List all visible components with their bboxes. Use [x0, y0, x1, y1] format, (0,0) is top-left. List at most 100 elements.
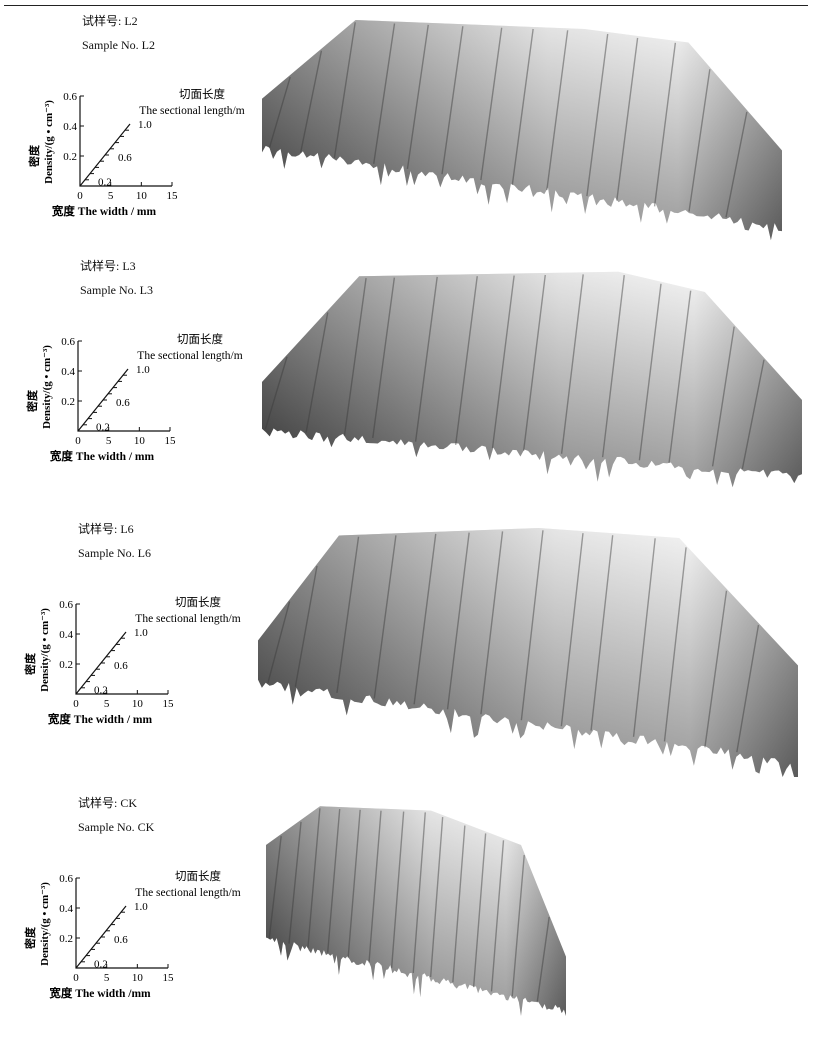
density-surface [266, 806, 566, 1016]
z-axis-label-cn: 切面长度 [175, 595, 221, 609]
y-tick-label: 0.4 [59, 629, 73, 641]
surface-ridge [268, 836, 282, 939]
y-tick-label: 0.2 [61, 396, 75, 408]
x-tick-label: 0 [75, 435, 81, 447]
surface-ridge [307, 808, 321, 949]
chart-panel: 试样号: CK Sample No. CK 0.6 0.4 0.2 0 5 10 15 1.0 0.… [0, 792, 818, 1042]
z-tick-label: 0.2 [98, 177, 112, 189]
y-axis-label-en: Density/(g • cm⁻³) [39, 882, 51, 966]
y-axis-label-en: Density/(g • cm⁻³) [43, 100, 55, 184]
chart-panel: 试样号: L6 Sample No. L6 0.6 0.4 0.2 0 5 10 15 1.0 0.… [0, 518, 818, 777]
surface-ridge [373, 23, 396, 164]
surface-ridge [305, 312, 329, 433]
z-tick-label: 1.0 [136, 364, 150, 376]
surface-ridge [413, 533, 437, 705]
x-tick-label: 10 [132, 698, 144, 710]
surface-ridge [368, 810, 382, 963]
y-axis-label-en: Density/(g • cm⁻³) [41, 345, 53, 429]
z-tick-label: 0.2 [94, 959, 108, 971]
y-axis-label-cn: 密度 [25, 389, 39, 412]
surface-ridge [472, 833, 487, 988]
surface-ridge [560, 274, 584, 454]
surface-ridge [663, 547, 687, 742]
x-tick-label: 0 [73, 972, 79, 984]
surface-ridge [601, 275, 625, 458]
z-tick-label: 0.2 [94, 685, 108, 697]
sample-label-en: Sample No. L2 [82, 38, 155, 52]
x-tick-label: 15 [163, 698, 175, 710]
z-axis-label-cn: 切面长度 [179, 87, 225, 101]
surface-ridge [267, 601, 291, 683]
x-tick-label: 0 [77, 190, 83, 202]
x-axis-label: 宽度 The width / mm [51, 204, 157, 218]
surface-ridge [414, 276, 438, 442]
surface-ridge [668, 290, 692, 463]
y-axis-label-cn: 密度 [27, 144, 41, 167]
y-axis-label-cn: 密度 [23, 652, 37, 675]
surface-ridge [264, 356, 288, 430]
surface-ridge [736, 624, 760, 753]
z-tick-label: 0.2 [96, 422, 110, 434]
axis-diagram: 0.6 0.4 0.2 0 5 10 15 1.0 0.6 0.2 密度 Density/(g • c… [23, 869, 241, 1000]
surface-ridge [546, 30, 569, 191]
surface-ridge [511, 854, 525, 997]
axis-diagram: 0.6 0.4 0.2 0 5 10 15 1.0 0.6 0.2 密度 Density/(g • c… [25, 332, 243, 463]
surface-ridge [653, 42, 677, 207]
z-tick-label: 1.0 [138, 119, 152, 131]
y-axis-label-cn: 密度 [23, 926, 37, 949]
sample-label-cn: 试样号: L2 [82, 14, 138, 28]
x-tick-label: 0 [73, 698, 79, 710]
sample-label-en: Sample No. CK [78, 820, 155, 834]
surface-ridge [616, 37, 639, 201]
surface-ridge [632, 538, 656, 737]
surface-ridge [688, 69, 711, 212]
sample-label-cn: 试样号: L3 [80, 259, 136, 273]
surface-ridge [333, 22, 356, 158]
y-tick-label: 0.4 [61, 366, 75, 378]
z-tick-label: 0.6 [114, 934, 128, 946]
surface-ridge [441, 26, 464, 175]
surface-ridge [704, 590, 728, 748]
surface-ridge [326, 809, 341, 953]
sample-label-cn: 试样号: L6 [78, 522, 134, 536]
surface-ridge [480, 531, 504, 715]
surface-ridge [347, 809, 361, 958]
surface-ridge [741, 359, 765, 469]
y-axis-label-en: Density/(g • cm⁻³) [39, 608, 51, 692]
x-axis-label: 宽度 The width / mm [49, 449, 155, 463]
surface-ridge [586, 33, 609, 197]
z-tick-label: 1.0 [134, 901, 148, 913]
surface-ridge [711, 326, 735, 467]
z-tick-label: 1.0 [134, 627, 148, 639]
surface-ridge [560, 533, 584, 727]
x-tick-label: 15 [167, 190, 179, 202]
z-tick-label: 0.6 [118, 152, 132, 164]
surface-ridge [429, 816, 444, 978]
surface-ridge [336, 536, 360, 693]
z-axis-label-en: The sectional length/m [135, 887, 240, 899]
surface-ridge [299, 50, 323, 153]
axis-diagram: 0.6 0.4 0.2 0 5 10 15 1.0 0.6 0.2 密度 Density/(g • c… [23, 595, 241, 726]
surface-ridge [373, 535, 397, 699]
surface-shading [258, 528, 798, 777]
z-axis-label-en: The sectional length/m [135, 613, 240, 625]
y-tick-label: 0.6 [59, 873, 73, 885]
z-tick-label: 0.6 [116, 397, 130, 409]
density-surface [262, 271, 802, 488]
x-tick-label: 10 [136, 190, 148, 202]
surface-ridge [372, 277, 396, 439]
x-tick-label: 5 [106, 435, 112, 447]
surface-ridge [406, 24, 429, 170]
sample-label-en: Sample No. L3 [80, 283, 153, 297]
surface-shading [266, 806, 566, 1016]
surface-ridge [452, 825, 466, 983]
surface-ridge [390, 811, 405, 968]
surface-ridge [490, 840, 505, 992]
surface-ridge [590, 535, 614, 731]
x-tick-label: 10 [134, 435, 146, 447]
y-tick-label: 0.4 [63, 121, 77, 133]
surface-ridge [343, 278, 367, 436]
x-tick-label: 15 [163, 972, 175, 984]
chart-panel: 试样号: L3 Sample No. L3 0.6 0.4 0.2 0 5 10 15 1.0 0.… [0, 255, 818, 505]
density-surface [262, 20, 782, 241]
